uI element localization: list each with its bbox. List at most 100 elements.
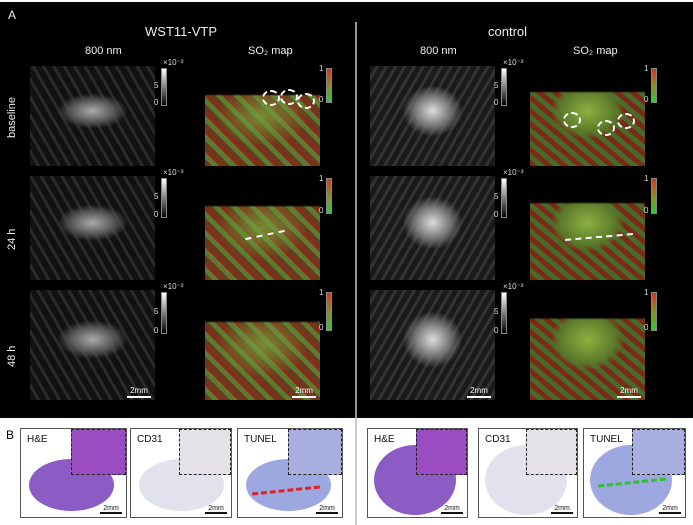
800nm-image <box>30 290 155 400</box>
row-label: baseline <box>6 97 18 138</box>
zoom-inset <box>71 429 126 475</box>
group-title-control: control <box>488 24 528 39</box>
histology-panel: CD31 2mm <box>478 428 578 518</box>
scale-bar: 2mm <box>205 505 227 514</box>
zoom-inset <box>632 429 685 475</box>
stain-label: H&E <box>27 434 48 445</box>
scale-bar: 2mm <box>441 505 463 514</box>
colorbar-tick: 1 <box>319 288 324 297</box>
group-title-wst11: WST11-VTP <box>145 24 217 39</box>
colorbar-tick: 0 <box>319 206 324 216</box>
colorbar-tick: 5 <box>154 306 159 316</box>
so2-colorbar <box>326 292 332 331</box>
scale-bar: 2mm <box>292 386 316 398</box>
so2-colorbar <box>651 178 657 214</box>
intensity-colorbar <box>501 178 507 218</box>
so2-map-image <box>205 290 320 400</box>
800nm-image <box>370 176 495 280</box>
colorbar-exponent: ×10⁻³ <box>503 58 524 67</box>
intensity-colorbar <box>161 292 167 334</box>
colorbar-exponent: ×10⁻³ <box>163 168 184 177</box>
colorbar-exponent: ×10⁻³ <box>163 58 184 67</box>
colorbar-exponent: ×10⁻³ <box>503 168 524 177</box>
800nm-image <box>370 290 495 400</box>
col-title: SO₂ map <box>248 45 293 57</box>
colorbar-tick: 5 <box>494 306 499 316</box>
colorbar-tick: 1 <box>644 64 649 73</box>
colorbar-tick: 1 <box>644 288 649 297</box>
so2-colorbar <box>326 178 332 214</box>
so2-colorbar <box>326 68 332 103</box>
group-divider <box>355 22 357 420</box>
row-label: 48 h <box>6 345 18 367</box>
colorbar-tick: 0 <box>644 95 649 104</box>
scale-bar: 2mm <box>127 386 151 398</box>
so2-colorbar <box>651 292 657 331</box>
stain-label: CD31 <box>485 434 511 445</box>
so2-map-image <box>205 176 320 280</box>
intensity-colorbar <box>501 68 507 106</box>
col-title: SO₂ map <box>573 45 618 57</box>
colorbar-tick: 1 <box>319 64 324 73</box>
roi-circle <box>563 112 581 128</box>
stain-label: H&E <box>374 434 395 445</box>
stain-label: TUNEL <box>244 434 277 445</box>
colorbar-tick: 0 <box>154 325 159 335</box>
col-title: 800 nm <box>420 45 457 57</box>
colorbar-tick: 0 <box>494 325 499 335</box>
so2-map-image <box>530 290 645 400</box>
panel-label-a: A <box>8 8 17 22</box>
so2-colorbar <box>651 68 657 103</box>
colorbar-tick: 5 <box>154 191 159 201</box>
panel-b-divider <box>355 418 357 525</box>
stain-label: CD31 <box>137 434 163 445</box>
zoom-inset <box>287 429 342 475</box>
stain-label: TUNEL <box>590 434 623 445</box>
scale-bar: 2mm <box>659 505 681 514</box>
colorbar-tick: 0 <box>494 98 499 107</box>
scale-bar: 2mm <box>316 505 338 514</box>
colorbar-tick: 0 <box>644 322 649 332</box>
colorbar-tick: 0 <box>154 98 159 107</box>
intensity-colorbar <box>161 178 167 218</box>
colorbar-tick: 5 <box>494 191 499 201</box>
zoom-inset <box>415 429 467 475</box>
colorbar-tick: 0 <box>319 95 324 104</box>
800nm-image <box>30 66 155 166</box>
so2-map-image <box>205 66 320 166</box>
colorbar-tick: 1 <box>644 174 649 183</box>
row-label: 24 h <box>6 228 18 250</box>
800nm-image <box>370 66 495 166</box>
histology-panel: TUNEL 2mm <box>583 428 686 518</box>
colorbar-exponent: ×10⁻³ <box>503 282 524 291</box>
roi-circle <box>597 120 615 136</box>
scale-bar: 2mm <box>617 386 641 398</box>
colorbar-tick: 0 <box>494 209 499 219</box>
colorbar-tick: 5 <box>494 81 499 90</box>
histology-panel: CD31 2mm <box>130 428 232 518</box>
roi-circle <box>297 93 315 109</box>
scale-bar: 2mm <box>551 505 573 514</box>
so2-map-image <box>530 176 645 280</box>
colorbar-tick: 1 <box>319 174 324 183</box>
roi-circle <box>617 113 635 129</box>
histology-panel: H&E 2mm <box>367 428 468 518</box>
intensity-colorbar <box>161 68 167 106</box>
colorbar-tick: 5 <box>154 81 159 90</box>
colorbar-tick: 0 <box>644 206 649 216</box>
scale-bar: 2mm <box>100 505 122 514</box>
panel-label-b: B <box>6 428 15 442</box>
colorbar-exponent: ×10⁻³ <box>163 282 184 291</box>
histology-panel: H&E 2mm <box>20 428 127 518</box>
col-title: 800 nm <box>85 45 122 57</box>
zoom-inset <box>179 429 231 475</box>
roi-circle <box>262 90 280 106</box>
scale-bar: 2mm <box>467 386 491 398</box>
panel-a: A WST11-VTP control 800 nm SO₂ map 800 n… <box>0 2 693 420</box>
intensity-colorbar <box>501 292 507 334</box>
roi-circle <box>280 89 298 105</box>
histology-panel: TUNEL 2mm <box>237 428 343 518</box>
zoom-inset <box>526 429 577 475</box>
colorbar-tick: 0 <box>154 209 159 219</box>
colorbar-tick: 0 <box>319 322 324 332</box>
